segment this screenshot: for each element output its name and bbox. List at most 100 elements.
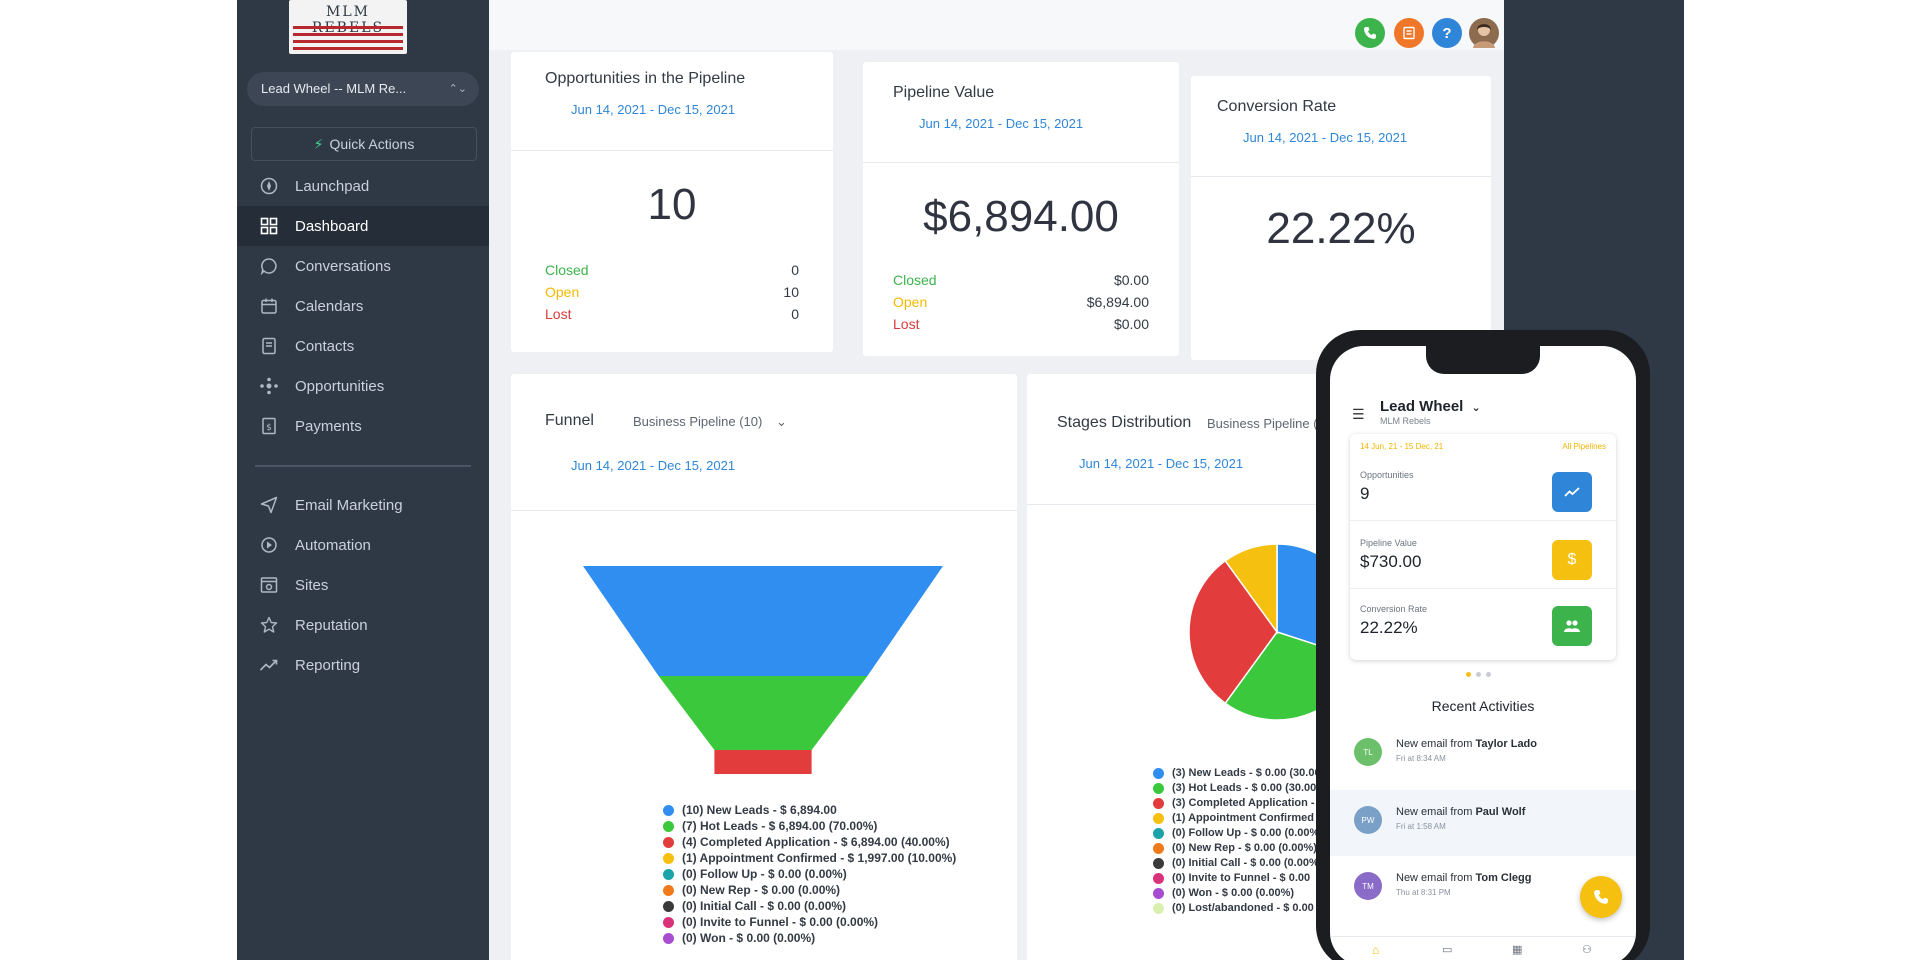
legend-item[interactable]: (0) New Rep - $ 0.00 (0.00%) xyxy=(1153,841,1330,856)
sidebar-item-email-marketing[interactable]: Email Marketing xyxy=(237,485,489,525)
legend-dot xyxy=(1153,813,1164,824)
phone-divider xyxy=(1350,520,1616,521)
legend-item[interactable]: (0) Lost/abandoned - $ 0.00 xyxy=(1153,901,1330,916)
carousel-dot[interactable] xyxy=(1466,672,1471,677)
funnel-legend: (10) New Leads - $ 6,894.00 (7) Hot Leads… xyxy=(663,802,956,946)
sidebar-item-calendars[interactable]: Calendars xyxy=(237,286,489,326)
stat-row-closed: Closed $0.00 xyxy=(893,272,1149,294)
legend-item[interactable]: (7) Hot Leads - $ 6,894.00 (70.00%) xyxy=(663,818,956,834)
sidebar-item-contacts[interactable]: Contacts xyxy=(237,326,489,366)
trend-icon[interactable] xyxy=(1552,472,1592,512)
phone-icon[interactable] xyxy=(1355,18,1385,48)
legend-label: (1) Appointment Confirmed - xyxy=(1172,812,1321,824)
carousel-dot[interactable] xyxy=(1486,672,1491,677)
sidebar-item-opportunities[interactable]: Opportunities xyxy=(237,366,489,406)
legend-item[interactable]: (3) New Leads - $ 0.00 (30.00 xyxy=(1153,766,1330,781)
sidebar-item-reporting[interactable]: Reporting xyxy=(237,645,489,685)
chat-icon[interactable]: ▭ xyxy=(1442,944,1453,956)
users-icon[interactable]: ⚇ xyxy=(1582,944,1592,956)
stages-legend: (3) New Leads - $ 0.00 (30.00 (3) Hot Lea… xyxy=(1153,766,1330,916)
location-switcher[interactable]: Lead Wheel -- MLM Re... ⌃⌄ xyxy=(247,72,479,106)
sidebar-item-payments[interactable]: $ Payments xyxy=(237,406,489,446)
sidebar-item-launchpad[interactable]: Launchpad xyxy=(237,166,489,206)
activity-prefix: New email from xyxy=(1396,806,1473,818)
card-title: Opportunities in the Pipeline xyxy=(545,70,746,87)
funnel-stage-new-leads[interactable] xyxy=(583,566,943,676)
legend-item[interactable]: (0) Won - $ 0.00 (0.00%) xyxy=(1153,886,1330,901)
activity-item[interactable]: TL New email from Taylor Lado Fri at 8:3… xyxy=(1346,728,1626,778)
dollar-icon[interactable]: $ xyxy=(1552,540,1592,580)
help-icon[interactable]: ? xyxy=(1432,18,1462,48)
legend-item[interactable]: (0) Won - $ 0.00 (0.00%) xyxy=(663,930,956,946)
contacts-icon xyxy=(257,334,281,358)
sidebar-item-label: Payments xyxy=(295,417,362,435)
stat-value: 10 xyxy=(783,284,799,300)
call-fab[interactable] xyxy=(1580,876,1622,918)
sidebar-item-dashboard[interactable]: Dashboard xyxy=(237,206,489,246)
stat-value: $0.00 xyxy=(1113,272,1149,288)
logo-text: MLM REBELS xyxy=(312,4,382,36)
funnel-stage-hot-leads[interactable] xyxy=(658,676,868,750)
user-avatar[interactable] xyxy=(1469,18,1499,48)
pipeline-dropdown[interactable]: Business Pipeline ( xyxy=(1207,416,1318,431)
quick-actions-button[interactable]: ⚡ Quick Actions xyxy=(251,127,477,161)
sidebar-item-label: Opportunities xyxy=(295,377,385,395)
sidebar-item-label: Reputation xyxy=(295,616,368,634)
sidebar-item-label: Calendars xyxy=(295,297,364,315)
activity-item[interactable]: PW New email from Paul Wolf Fri at 1:58 … xyxy=(1346,796,1626,846)
activity-avatar: PW xyxy=(1354,806,1382,834)
sidebar-item-automation[interactable]: Automation xyxy=(237,525,489,565)
legend-item[interactable]: (0) Follow Up - $ 0.00 (0.00%) xyxy=(663,866,956,882)
pipeline-value-total: $6,894.00 xyxy=(923,192,1119,241)
pie-slice-appointment-confirmed[interactable] xyxy=(1224,543,1278,635)
legend-item[interactable]: (3) Completed Application - xyxy=(1153,796,1330,811)
stat-value: 0 xyxy=(791,306,799,322)
legend-item[interactable]: (0) New Rep - $ 0.00 (0.00%) xyxy=(663,882,956,898)
legend-item[interactable]: (1) Appointment Confirmed - xyxy=(1153,811,1330,826)
sidebar-item-sites[interactable]: Sites xyxy=(237,565,489,605)
stat-row-lost: Lost 0 xyxy=(545,306,799,328)
legend-item[interactable]: (10) New Leads - $ 6,894.00 xyxy=(663,802,956,818)
pie-slice-completed-application[interactable] xyxy=(1188,559,1278,705)
card-date: Jun 14, 2021 - Dec 15, 2021 xyxy=(571,102,736,117)
notes-icon[interactable] xyxy=(1394,18,1424,48)
recent-activities-title: Recent Activities xyxy=(1431,698,1535,714)
phone-stats-card: 14 Jun, 21 - 15 Dec, 21 All Pipelines Op… xyxy=(1350,434,1616,660)
activity-sender: Taylor Lado xyxy=(1475,738,1537,750)
calendar-icon[interactable]: ▦ xyxy=(1512,944,1523,956)
hamburger-icon[interactable]: ☰ xyxy=(1352,406,1365,422)
phone-pipeline-filter[interactable]: All Pipelines xyxy=(1562,442,1606,451)
activity-time: Thu at 8:31 PM xyxy=(1396,888,1451,897)
pipeline-dropdown-label: Business Pipeline ( xyxy=(1207,416,1318,431)
legend-label: (0) Won - $ 0.00 (0.00%) xyxy=(1172,887,1295,899)
sidebar-item-conversations[interactable]: Conversations xyxy=(237,246,489,286)
legend-item[interactable]: (0) Initial Call - $ 0.00 (0.00%) xyxy=(663,898,956,914)
brand-logo[interactable]: MLM REBELS xyxy=(289,0,407,54)
carousel-dots[interactable] xyxy=(1466,672,1491,677)
carousel-dot[interactable] xyxy=(1476,672,1481,677)
legend-item[interactable]: (0) Initial Call - $ 0.00 (0.00%) xyxy=(1153,856,1330,871)
phone-icon xyxy=(1594,890,1608,904)
phone-account-switcher[interactable]: Lead Wheel ⌄ xyxy=(1380,398,1481,415)
activity-item[interactable]: TM New email from Tom Clegg Thu at 8:31 … xyxy=(1346,862,1626,912)
grid-icon xyxy=(257,214,281,238)
pipeline-dropdown[interactable]: Business Pipeline (10) ⌄ xyxy=(633,414,787,430)
legend-item[interactable]: (1) Appointment Confirmed - $ 1,997.00 (… xyxy=(663,850,956,866)
legend-item[interactable]: (0) Invite to Funnel - $ 0.00 (0.00%) xyxy=(663,914,956,930)
rocket-icon xyxy=(257,174,281,198)
legend-label: (0) Lost/abandoned - $ 0.00 xyxy=(1172,902,1314,914)
legend-item[interactable]: (3) Hot Leads - $ 0.00 (30.00%) xyxy=(1153,781,1330,796)
legend-item[interactable]: (0) Invite to Funnel - $ 0.00 xyxy=(1153,871,1330,886)
legend-dot xyxy=(663,868,674,880)
legend-label: (0) Won - $ 0.00 (0.00%) xyxy=(682,931,816,945)
legend-item[interactable]: (0) Follow Up - $ 0.00 (0.00%) xyxy=(1153,826,1330,841)
users-icon[interactable] xyxy=(1552,606,1592,646)
legend-item[interactable]: (4) Completed Application - $ 6,894.00 (… xyxy=(663,834,956,850)
legend-dot xyxy=(663,804,674,816)
sidebar-item-reputation[interactable]: Reputation xyxy=(237,605,489,645)
home-icon[interactable]: ⌂ xyxy=(1372,943,1380,957)
pipeline-dropdown-label: Business Pipeline (10) xyxy=(633,414,763,429)
sidebar: MLM REBELS Lead Wheel -- MLM Re... ⌃⌄ ⚡ Q… xyxy=(237,0,489,960)
automation-icon xyxy=(257,533,281,557)
funnel-stage-completed-application[interactable] xyxy=(714,750,812,774)
